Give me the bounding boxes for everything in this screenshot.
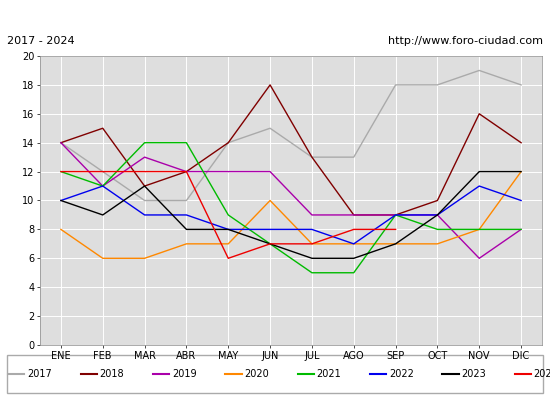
Text: 2023: 2023 — [461, 369, 486, 379]
Text: 2021: 2021 — [317, 369, 342, 379]
Text: 2017: 2017 — [27, 369, 52, 379]
Text: 2022: 2022 — [389, 369, 414, 379]
Text: http://www.foro-ciudad.com: http://www.foro-ciudad.com — [388, 36, 543, 46]
Text: 2017 - 2024: 2017 - 2024 — [7, 36, 74, 46]
Text: 2024: 2024 — [534, 369, 550, 379]
Text: 2018: 2018 — [100, 369, 124, 379]
Text: 2019: 2019 — [172, 369, 196, 379]
Text: Evolucion del paro registrado en Sotalbo: Evolucion del paro registrado en Sotalbo — [119, 8, 431, 24]
Text: 2020: 2020 — [244, 369, 269, 379]
